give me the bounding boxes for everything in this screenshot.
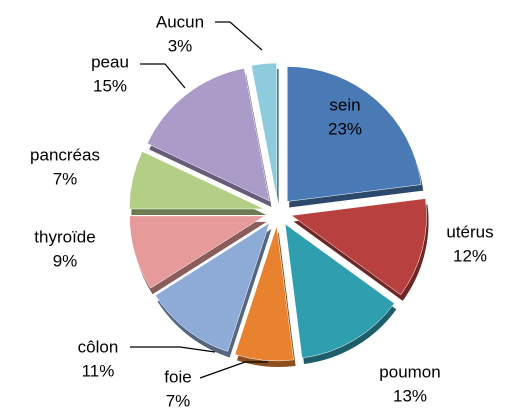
value-label: 7%: [53, 169, 78, 188]
slice: [155, 222, 270, 352]
category-label: poumon: [379, 362, 440, 381]
category-label: peau: [91, 52, 129, 71]
category-label: foie: [164, 367, 191, 386]
slice: [129, 215, 266, 289]
value-label: 12%: [453, 246, 487, 265]
category-label: Aucun: [156, 12, 204, 31]
leader-line: [199, 361, 268, 379]
value-label: 3%: [168, 36, 193, 55]
value-label: 7%: [166, 391, 191, 410]
leader-line: [130, 346, 216, 353]
category-label: sein: [329, 95, 360, 114]
slice: [284, 223, 395, 359]
category-label: thyroïde: [34, 227, 95, 246]
category-label: côlon: [78, 337, 119, 356]
leader-line: [215, 21, 263, 51]
value-label: 13%: [393, 386, 427, 405]
leader-line: [140, 63, 186, 89]
value-label: 9%: [53, 251, 78, 270]
slice: [290, 198, 427, 296]
value-label: 11%: [82, 361, 115, 380]
category-label: pancréas: [30, 145, 100, 164]
slice: [287, 66, 422, 202]
category-label: utérus: [446, 222, 493, 241]
value-label: 15%: [93, 76, 127, 95]
slice: [129, 151, 265, 210]
slice: [251, 62, 277, 199]
value-label: 23%: [328, 119, 362, 138]
slice: [234, 225, 294, 362]
slice: [146, 68, 270, 202]
